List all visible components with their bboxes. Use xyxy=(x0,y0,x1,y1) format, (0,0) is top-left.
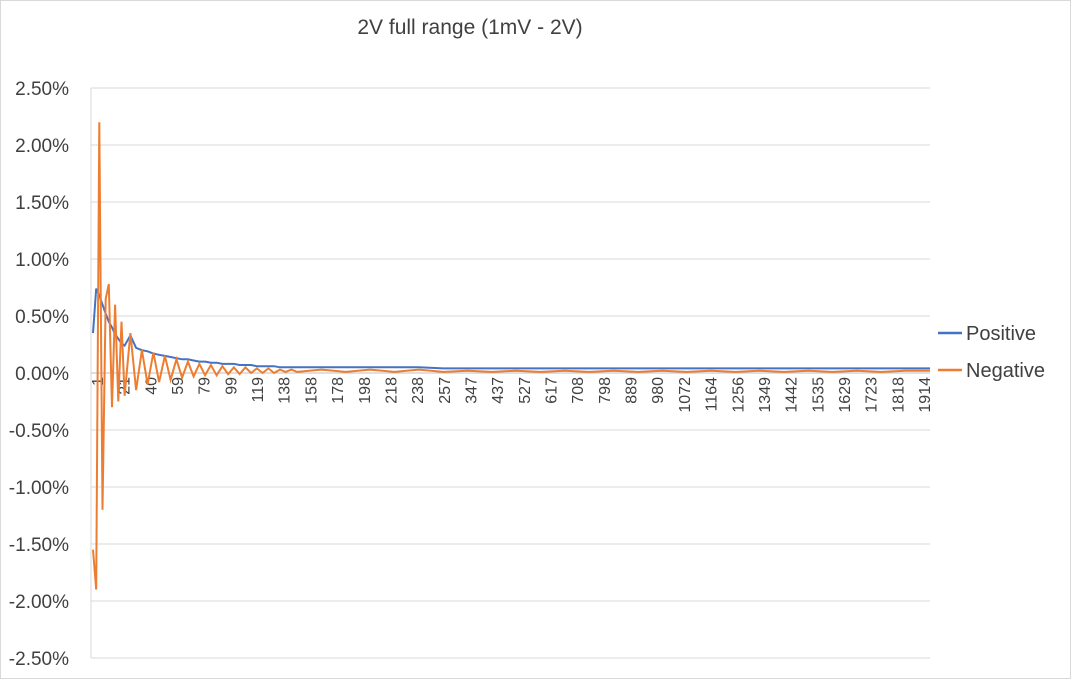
x-tick-label: 99 xyxy=(223,377,240,395)
x-tick-label: 59 xyxy=(170,377,187,395)
y-tick-label: -2.00% xyxy=(9,592,69,613)
x-tick-label: 889 xyxy=(624,377,641,404)
x-tick-label: 198 xyxy=(357,377,374,404)
x-tick-label: 158 xyxy=(303,377,320,404)
y-tick-label: -1.50% xyxy=(9,535,69,556)
y-tick-label: 0.50% xyxy=(15,307,69,328)
y-tick-label: 2.00% xyxy=(15,136,69,157)
legend-label: Negative xyxy=(966,360,1045,382)
chart-title: 2V full range (1mV - 2V) xyxy=(357,16,583,39)
x-tick-label: 980 xyxy=(650,377,667,404)
x-tick-label: 218 xyxy=(383,377,400,404)
y-tick-label: 1.00% xyxy=(15,250,69,271)
x-tick-label: 1256 xyxy=(730,377,747,413)
x-tick-label: 527 xyxy=(517,377,534,404)
series-line-positive xyxy=(92,288,930,370)
x-tick-label: 119 xyxy=(250,377,267,403)
x-tick-label: 1164 xyxy=(704,377,721,412)
x-tick-label: 178 xyxy=(330,377,347,404)
y-tick-label: 1.50% xyxy=(15,193,69,214)
x-tick-label: 617 xyxy=(544,377,561,404)
y-tick-label: 0.00% xyxy=(15,364,69,385)
x-tick-label: 347 xyxy=(463,377,480,404)
x-tick-label: 257 xyxy=(437,377,454,404)
x-tick-label: 79 xyxy=(197,377,214,395)
y-tick-label: -0.50% xyxy=(9,421,69,442)
y-tick-label: -2.50% xyxy=(9,649,69,670)
x-tick-label: 437 xyxy=(490,377,507,404)
y-tick-label: -1.00% xyxy=(9,478,69,499)
x-tick-label: 1818 xyxy=(890,377,907,413)
x-tick-label: 1535 xyxy=(810,377,827,413)
x-tick-label: 1442 xyxy=(784,377,801,413)
x-tick-label: 138 xyxy=(277,377,294,404)
series-line-negative xyxy=(92,122,930,590)
x-tick-label: 1349 xyxy=(757,377,774,413)
x-tick-label: 238 xyxy=(410,377,427,404)
x-tick-label: 1072 xyxy=(677,377,694,413)
legend-label: Positive xyxy=(966,323,1036,345)
x-tick-label: 1723 xyxy=(864,377,881,413)
y-tick-label: 2.50% xyxy=(15,79,69,100)
x-tick-label: 1629 xyxy=(837,377,854,413)
x-tick-label: 1914 xyxy=(917,377,934,413)
x-tick-label: 798 xyxy=(597,377,614,404)
x-tick-label: 708 xyxy=(570,377,587,404)
